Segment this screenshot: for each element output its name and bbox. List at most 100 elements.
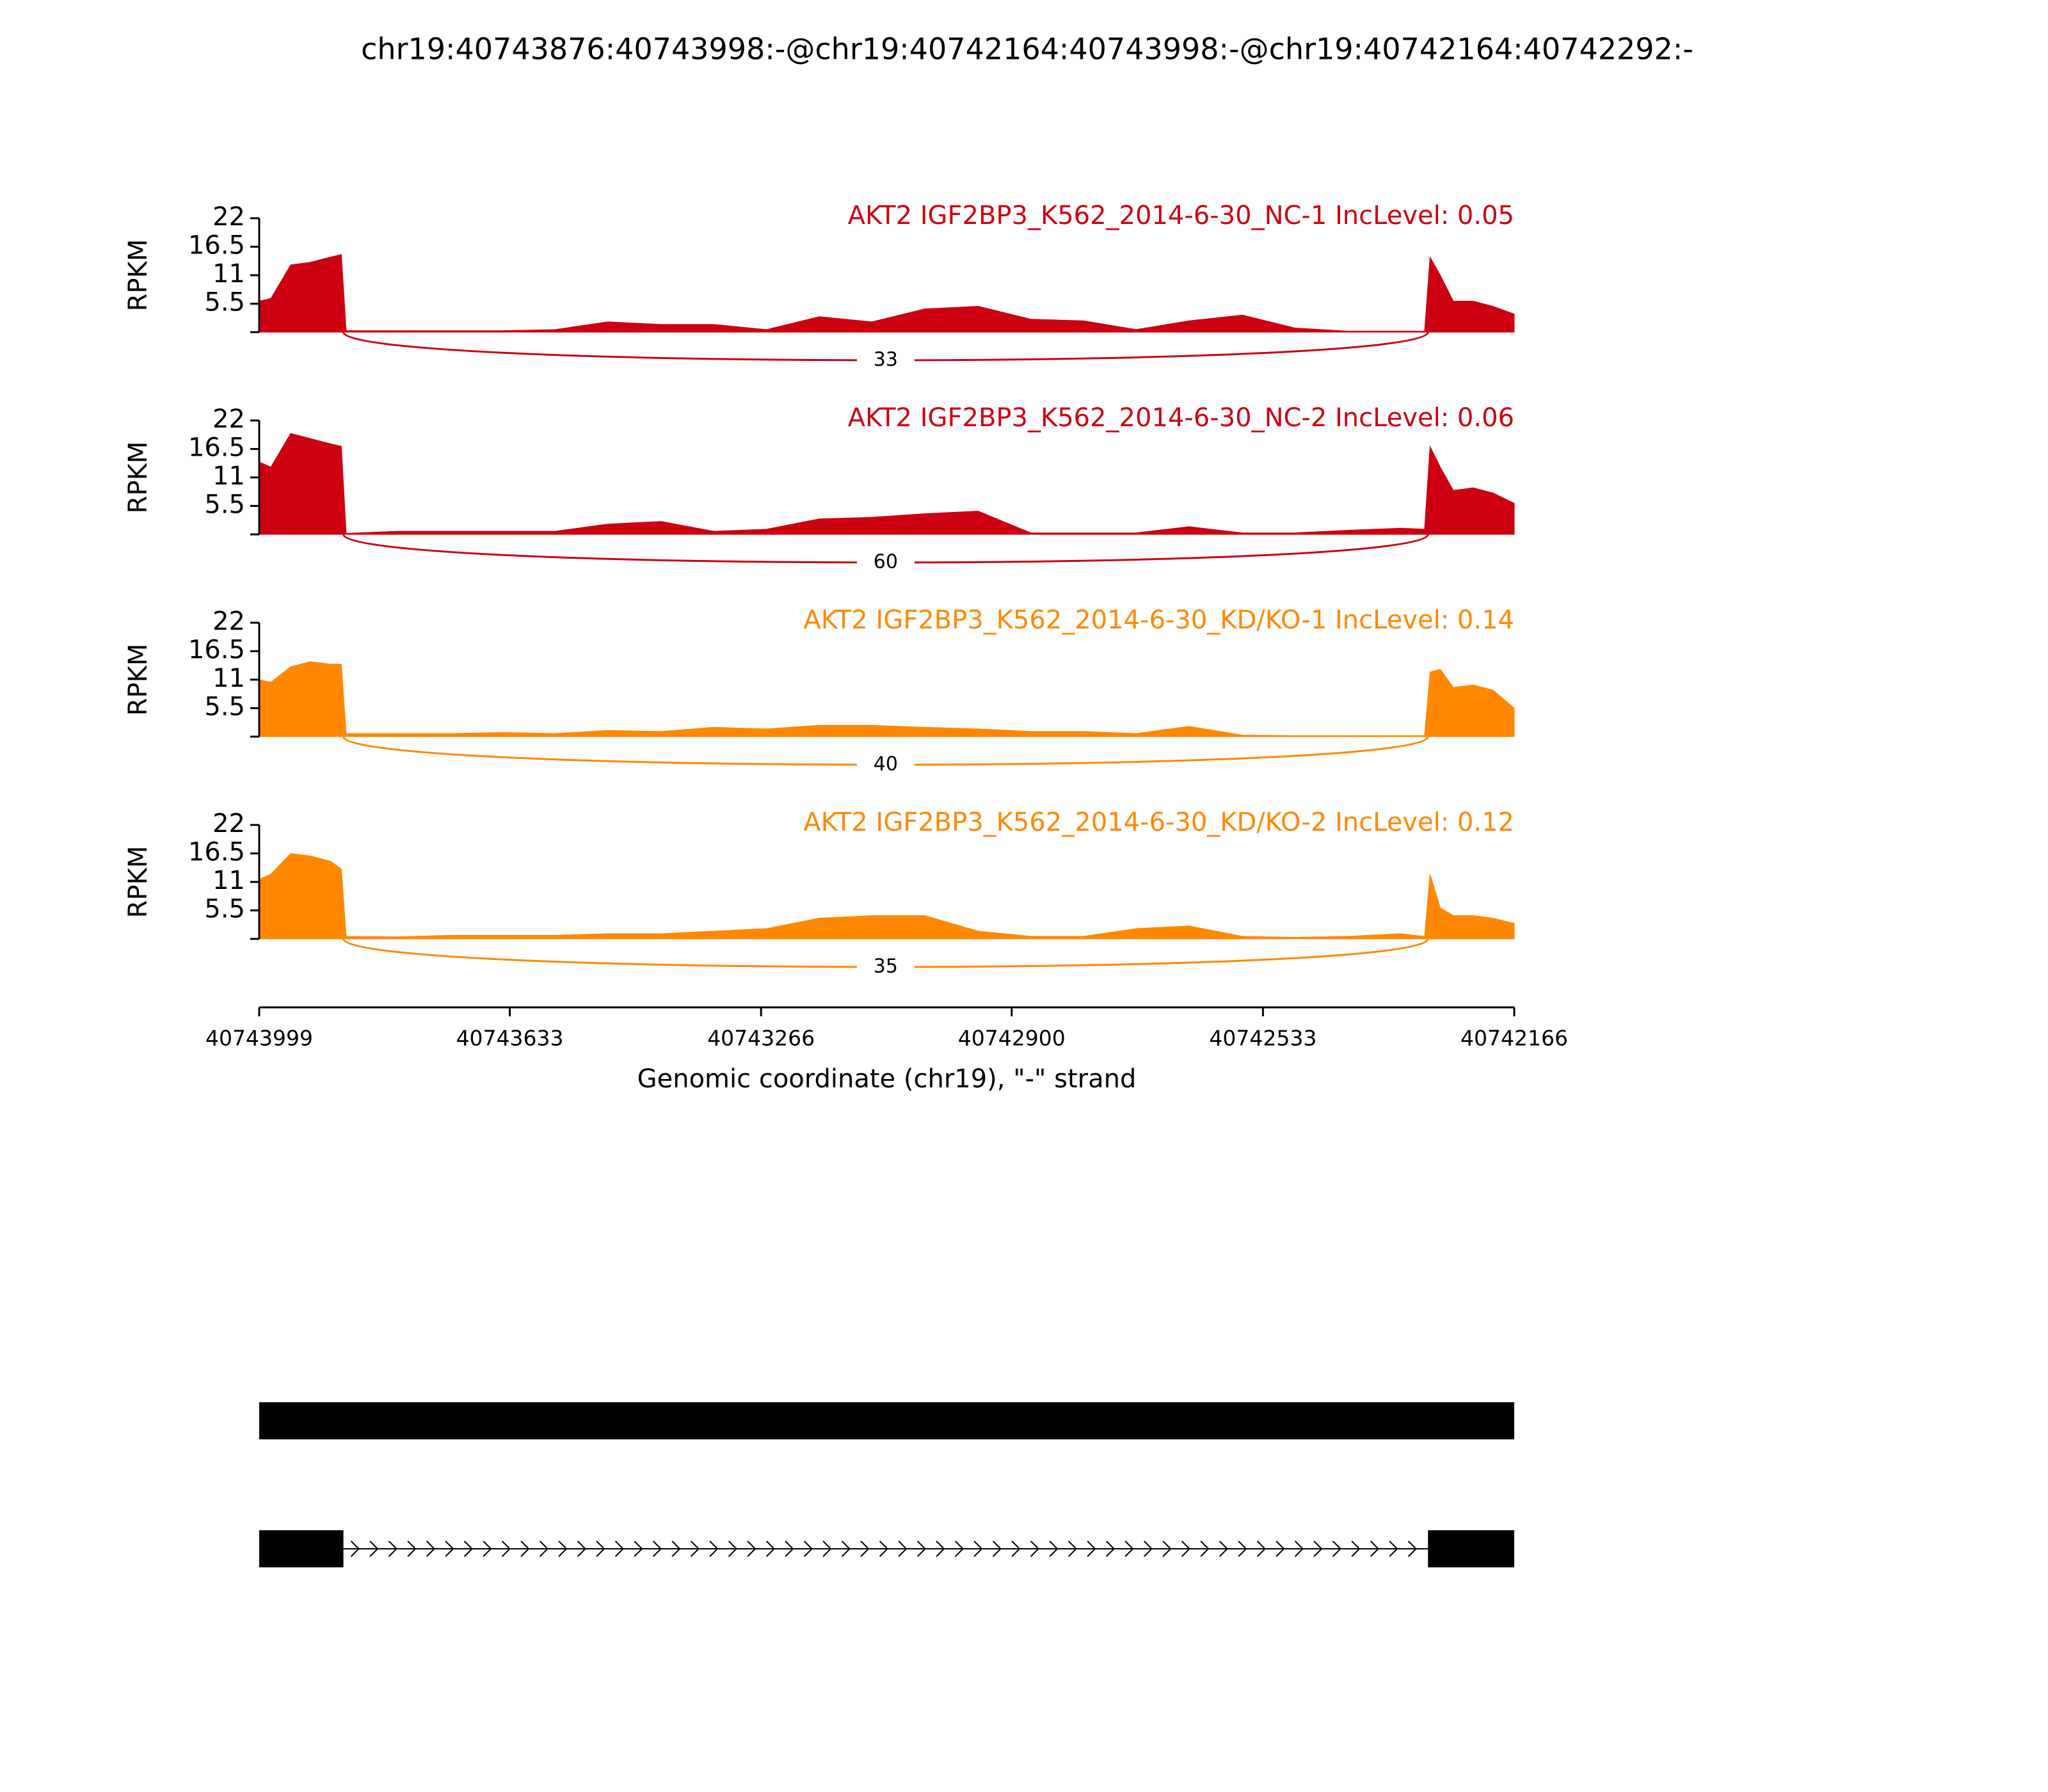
- strand-arrow: [558, 1540, 568, 1557]
- strand-arrow: [1370, 1540, 1380, 1557]
- coverage-area: [259, 852, 1515, 940]
- track-title: AKT2 IGF2BP3_K562_2014-6-30_KD/KO-2 IncL…: [803, 808, 1514, 837]
- strand-arrow: [1105, 1540, 1116, 1557]
- strand-arrow: [426, 1540, 436, 1557]
- strand-arrow: [539, 1540, 549, 1557]
- y-axis-label: RPKM: [124, 442, 153, 514]
- strand-arrow: [1200, 1540, 1210, 1557]
- x-axis-label: Genomic coordinate (chr19), "-" strand: [637, 1064, 1137, 1094]
- strand-arrow: [822, 1540, 832, 1557]
- strand-arrow: [765, 1540, 776, 1557]
- coverage-area: [259, 433, 1515, 535]
- strand-arrow: [879, 1540, 889, 1557]
- junction-label: 33: [874, 349, 898, 371]
- x-tick-label: 40742900: [958, 1026, 1066, 1051]
- strand-arrow: [520, 1540, 530, 1557]
- y-tick-label: 5.5: [204, 895, 245, 924]
- strand-arrow: [1143, 1540, 1153, 1557]
- strand-arrow: [1011, 1540, 1021, 1557]
- strand-arrow: [614, 1540, 625, 1557]
- x-tick-label: 40743999: [205, 1026, 313, 1051]
- track-title: AKT2 IGF2BP3_K562_2014-6-30_KD/KO-1 IncL…: [803, 605, 1514, 635]
- strand-arrow: [916, 1540, 927, 1557]
- strand-arrow: [785, 1540, 794, 1557]
- strand-arrow: [671, 1540, 681, 1557]
- strand-arrow: [1313, 1540, 1323, 1557]
- strand-arrow: [709, 1540, 719, 1557]
- strand-arrow: [1162, 1540, 1172, 1557]
- strand-arrow: [350, 1540, 360, 1557]
- strand-arrow: [803, 1540, 813, 1557]
- strand-arrow: [898, 1540, 908, 1557]
- strand-arrow: [954, 1540, 964, 1557]
- x-tick-label: 40742166: [1460, 1026, 1568, 1051]
- y-tick-label: 5.5: [204, 288, 245, 317]
- exon: [259, 1530, 344, 1567]
- y-axis-label: RPKM: [124, 239, 153, 312]
- strand-arrow: [1389, 1540, 1398, 1557]
- x-tick-label: 40743266: [707, 1026, 815, 1051]
- coverage-area: [259, 254, 1515, 333]
- exon: [1428, 1530, 1514, 1567]
- strand-arrow: [1181, 1540, 1191, 1557]
- strand-arrow: [1219, 1540, 1229, 1557]
- strand-arrow: [1124, 1540, 1134, 1557]
- strand-arrow: [1332, 1540, 1342, 1557]
- strand-arrow: [1238, 1540, 1247, 1557]
- strand-arrow: [1049, 1540, 1059, 1557]
- strand-arrow: [860, 1540, 870, 1557]
- strand-arrow: [1068, 1540, 1078, 1557]
- y-tick-label: 22: [212, 404, 245, 434]
- junction-label-bg: [856, 956, 915, 979]
- junction-label-bg: [856, 349, 915, 372]
- junction-label-bg: [856, 753, 915, 776]
- strand-arrow: [1256, 1540, 1267, 1557]
- junction-label-bg: [856, 551, 915, 574]
- strand-arrow: [445, 1540, 454, 1557]
- strand-arrow: [936, 1540, 945, 1557]
- track-title: AKT2 IGF2BP3_K562_2014-6-30_NC-1 IncLeve…: [848, 201, 1514, 230]
- strand-arrow: [1087, 1540, 1096, 1557]
- strand-arrow: [634, 1540, 643, 1557]
- y-tick-label: 16.5: [188, 838, 245, 867]
- strand-arrow: [1276, 1540, 1285, 1557]
- y-tick-label: 16.5: [188, 433, 245, 463]
- strand-arrow: [841, 1540, 851, 1557]
- y-tick-label: 16.5: [188, 636, 245, 665]
- y-axis-label: RPKM: [124, 644, 153, 716]
- strand-arrow: [369, 1540, 379, 1557]
- y-tick-label: 22: [212, 809, 245, 838]
- y-tick-label: 11: [212, 866, 245, 895]
- strand-arrow: [747, 1540, 756, 1557]
- strand-arrow: [388, 1540, 398, 1557]
- strand-arrow: [596, 1540, 605, 1557]
- strand-arrow: [463, 1540, 474, 1557]
- strand-arrow: [973, 1540, 983, 1557]
- strand-arrow: [728, 1540, 738, 1557]
- strand-arrow: [1407, 1540, 1418, 1557]
- strand-arrow: [1294, 1540, 1304, 1557]
- strand-arrow: [483, 1540, 492, 1557]
- y-tick-label: 5.5: [204, 692, 245, 722]
- junction-label: 40: [874, 753, 898, 776]
- y-tick-label: 22: [212, 202, 245, 232]
- strand-arrow: [992, 1540, 1002, 1557]
- strand-arrow: [407, 1540, 417, 1557]
- strand-arrow: [577, 1540, 587, 1557]
- y-tick-label: 5.5: [204, 490, 245, 520]
- strand-arrow: [1030, 1540, 1040, 1557]
- x-tick-label: 40743633: [456, 1026, 564, 1051]
- x-tick-label: 40742533: [1209, 1026, 1316, 1051]
- junction-label: 35: [874, 956, 898, 978]
- junction-label: 60: [874, 551, 898, 573]
- strand-arrow: [652, 1540, 662, 1557]
- y-tick-label: 16.5: [188, 231, 245, 260]
- strand-arrow: [501, 1540, 511, 1557]
- y-axis-label: RPKM: [124, 846, 153, 918]
- chart-title: chr19:40743876:40743998:-@chr19:40742164…: [361, 32, 1693, 67]
- y-tick-label: 11: [212, 259, 245, 289]
- strand-arrow: [690, 1540, 700, 1557]
- y-tick-label: 22: [212, 607, 245, 636]
- strand-arrow: [1351, 1540, 1361, 1557]
